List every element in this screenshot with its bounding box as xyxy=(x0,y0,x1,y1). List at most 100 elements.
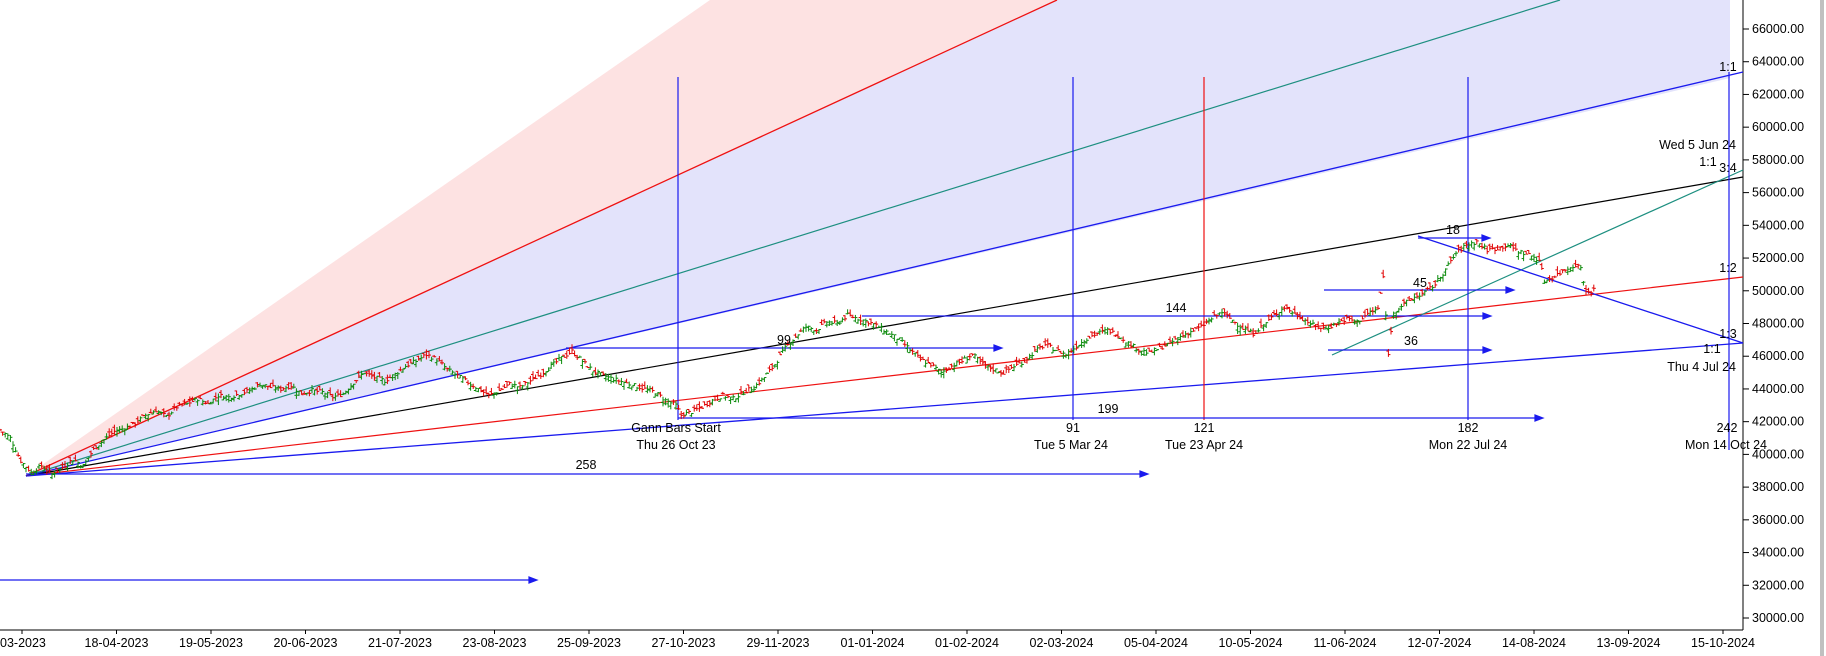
price-bar xyxy=(263,384,268,389)
price-bar xyxy=(481,389,486,397)
price-bar xyxy=(1142,347,1146,357)
price-bar xyxy=(1589,290,1594,297)
price-bar xyxy=(978,356,983,365)
price-bar xyxy=(1118,337,1123,340)
arrow-258 xyxy=(26,470,1150,478)
price-bar xyxy=(1181,330,1185,338)
price-bar xyxy=(1144,349,1149,356)
price-bar xyxy=(900,337,905,343)
price-bar xyxy=(1433,280,1438,288)
price-bar xyxy=(445,367,450,372)
time-date-121: Tue 23 Apr 24 xyxy=(1165,438,1243,452)
price-bar xyxy=(1160,345,1165,350)
price-bar xyxy=(382,379,387,386)
price-bar xyxy=(783,344,788,352)
price-bar xyxy=(1394,311,1399,320)
price-bar xyxy=(1079,339,1084,348)
price-bar xyxy=(1495,245,1500,251)
price-bar xyxy=(1092,330,1097,338)
price-bar xyxy=(1253,330,1258,334)
price-bar xyxy=(1446,261,1451,266)
price-bar xyxy=(1313,324,1318,331)
price-bar xyxy=(588,363,593,370)
price-bar xyxy=(697,401,702,412)
x-tick-label: 29-11-2023 xyxy=(746,636,809,650)
price-bar xyxy=(788,342,793,350)
price-bar xyxy=(856,318,860,324)
price-bar xyxy=(1511,242,1516,252)
price-bar xyxy=(1552,275,1557,279)
x-tick-label: 27-10-2023 xyxy=(652,636,716,650)
price-bar xyxy=(944,367,949,373)
price-bar xyxy=(1217,312,1222,316)
price-bar xyxy=(861,319,866,327)
price-bar xyxy=(502,384,507,389)
price-bar xyxy=(726,394,730,399)
price-bar xyxy=(406,360,411,368)
price-bar xyxy=(923,359,928,368)
price-bar xyxy=(1170,338,1175,347)
price-bar xyxy=(29,468,34,476)
price-bar xyxy=(190,396,195,402)
price-bar xyxy=(689,412,694,417)
price-bar xyxy=(1061,350,1066,359)
price-bar xyxy=(182,398,187,406)
price-bar xyxy=(499,387,504,390)
price-bar xyxy=(1004,364,1009,374)
x-tick-label: 10-05-2024 xyxy=(1219,636,1283,650)
price-bar xyxy=(546,367,551,372)
price-bar xyxy=(1500,245,1505,252)
price-bar xyxy=(637,383,642,391)
price-bar xyxy=(515,386,520,395)
price-bar xyxy=(606,373,611,382)
price-bar xyxy=(76,461,80,469)
price-bar xyxy=(908,348,912,354)
price-bar xyxy=(1526,249,1531,255)
price-bar xyxy=(684,409,689,416)
price-bar xyxy=(715,394,720,402)
price-bar xyxy=(749,386,754,394)
x-tick-label: 18-04-2023 xyxy=(85,636,149,650)
y-tick-label: 56000.00 xyxy=(1752,186,1804,200)
price-bar xyxy=(180,404,184,407)
price-bar xyxy=(736,392,741,403)
y-tick-label: 48000.00 xyxy=(1752,317,1804,331)
count-label-18: 18 xyxy=(1446,223,1460,237)
price-bar xyxy=(1292,305,1297,314)
y-tick-label: 42000.00 xyxy=(1752,415,1804,429)
price-bar xyxy=(89,450,93,458)
price-bar xyxy=(1363,309,1367,318)
y-axis: 30000.00 32000.00 34000.00 36000.00 38000.00… xyxy=(1743,22,1804,625)
price-bar xyxy=(752,385,756,393)
price-bar xyxy=(590,371,595,378)
y-tick-label: 58000.00 xyxy=(1752,153,1804,167)
price-bar xyxy=(676,404,681,410)
price-bar xyxy=(1370,307,1375,316)
price-bar xyxy=(650,386,655,393)
price-bar xyxy=(369,370,374,379)
y-tick-label: 54000.00 xyxy=(1752,218,1804,232)
price-bar xyxy=(1428,282,1432,290)
y-tick-label: 38000.00 xyxy=(1752,480,1804,494)
annotations: 258 99 144 199 18 45 36 Gann Bars Start … xyxy=(576,60,1767,472)
price-bar xyxy=(234,390,239,396)
price-bar xyxy=(824,321,829,328)
price-bar xyxy=(276,385,281,391)
price-bar xyxy=(1043,338,1048,347)
price-bar xyxy=(1355,319,1360,327)
price-bar xyxy=(128,425,132,428)
price-bar xyxy=(822,318,827,324)
price-bar xyxy=(1542,279,1547,284)
price-bar xyxy=(921,356,925,361)
price-bar xyxy=(778,351,782,356)
price-bar xyxy=(1006,366,1011,374)
price-bar xyxy=(624,378,629,384)
price-bar xyxy=(34,468,39,475)
price-bar xyxy=(1162,341,1167,347)
time-date-91: Tue 5 Mar 24 xyxy=(1034,438,1108,452)
price-bar xyxy=(830,321,834,326)
price-bar xyxy=(960,356,964,364)
fan-line-blue-down xyxy=(1417,235,1744,344)
price-bar xyxy=(1591,284,1596,292)
price-bar xyxy=(310,385,314,393)
